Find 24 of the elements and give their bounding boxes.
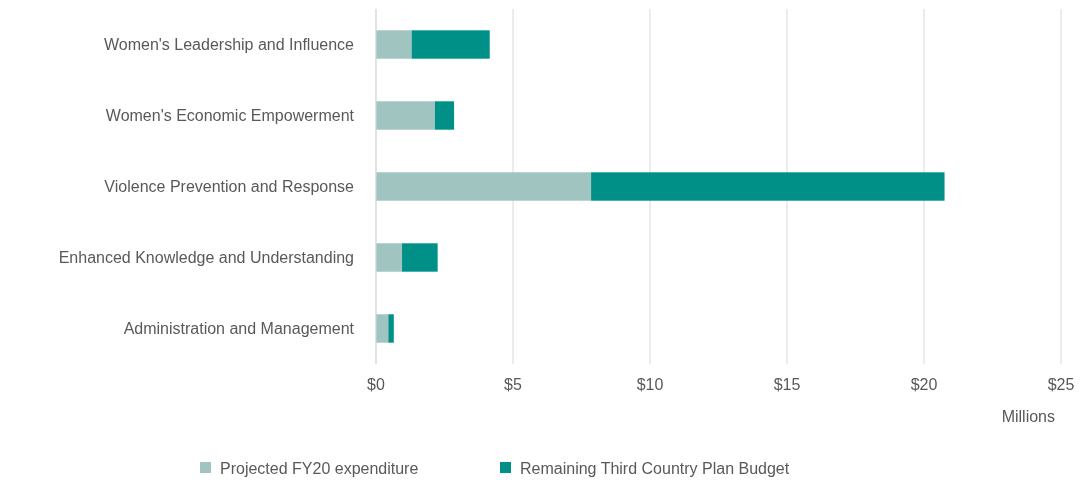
legend-label: Projected FY20 expenditure — [220, 459, 419, 477]
bar — [376, 30, 412, 59]
x-tick-label: $15 — [773, 376, 801, 393]
x-tick-label: $20 — [910, 376, 938, 393]
bar — [434, 101, 455, 130]
bar — [402, 243, 438, 272]
bar — [591, 172, 945, 201]
bar — [388, 314, 394, 343]
bar — [376, 243, 403, 272]
y-tick-label: Women's Leadership and Influence — [103, 36, 355, 54]
bar — [376, 172, 592, 201]
bar — [376, 314, 389, 343]
bar — [376, 101, 435, 130]
x-tick-label: $5 — [504, 376, 522, 393]
legend-label: Remaining Third Country Plan Budget — [520, 459, 790, 477]
x-tick-label: $25 — [1047, 376, 1075, 393]
x-tick-label: $10 — [636, 376, 664, 393]
bar — [411, 30, 490, 59]
x-tick-label: $0 — [367, 376, 385, 393]
y-tick-label: Violence Prevention and Response — [104, 178, 355, 196]
y-tick-label: Enhanced Knowledge and Understanding — [58, 249, 354, 267]
x-axis-title: Millions — [1001, 408, 1055, 425]
y-tick-label: Women's Economic Empowerment — [105, 107, 355, 125]
y-tick-label: Administration and Management — [123, 320, 355, 338]
